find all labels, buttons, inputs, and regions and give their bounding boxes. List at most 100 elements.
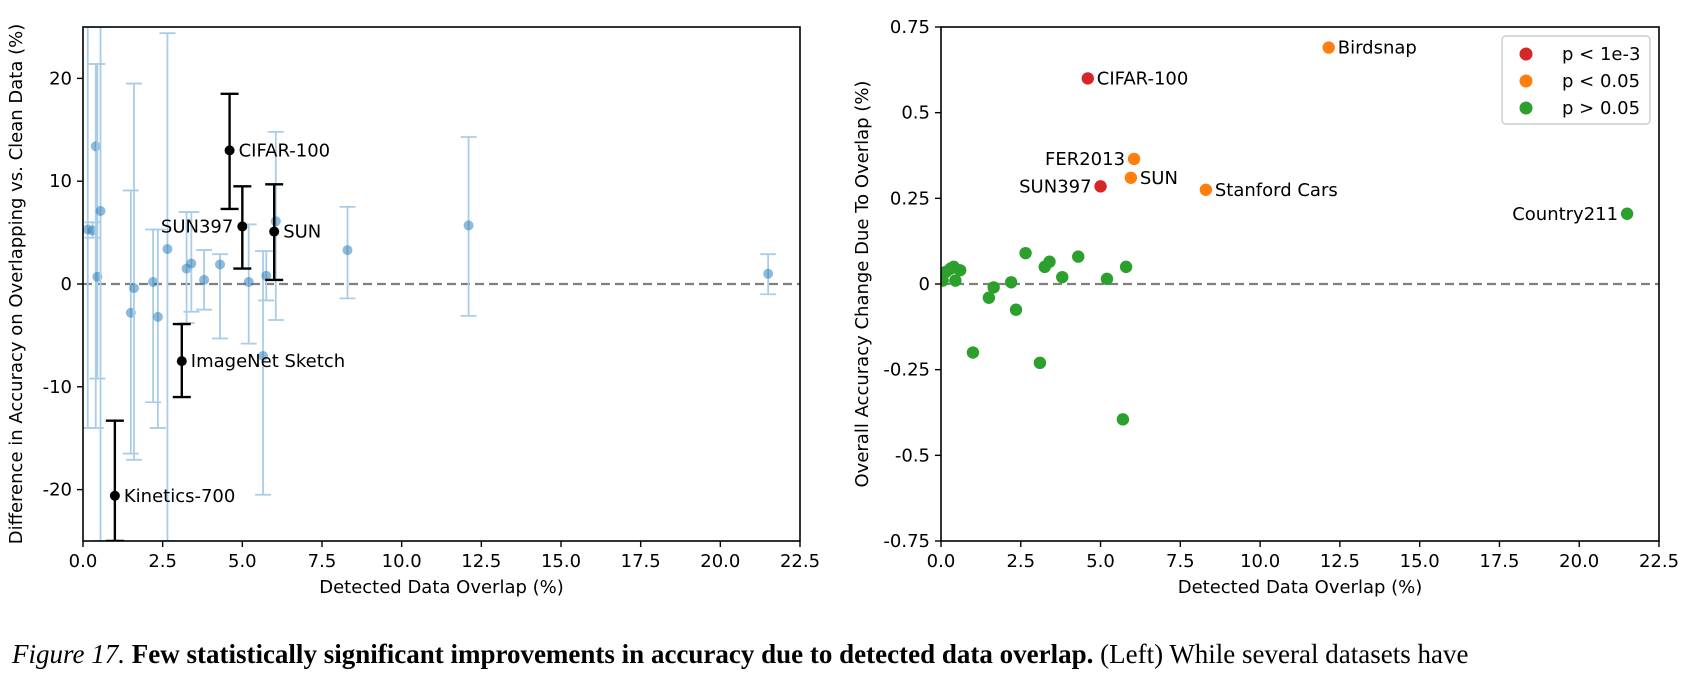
data-point (987, 281, 1000, 294)
data-point (128, 283, 139, 294)
x-tick-label: 12.5 (1320, 551, 1360, 572)
x-tick-label: 17.5 (621, 551, 661, 572)
data-point (237, 221, 248, 232)
legend-box (1501, 35, 1651, 125)
data-point (176, 356, 187, 367)
caption-label: Figure 17. (12, 639, 125, 669)
legend-label: p > 0.05 (1562, 98, 1640, 119)
data-point (261, 270, 272, 281)
y-tick-label: -0.25 (883, 360, 930, 381)
chart-panel-left: CIFAR-100 SUN397 SUN ImageNet Sketch Kinetic… (6, 24, 820, 598)
y-axis-title: Difference in Accuracy on Overlapping vs… (6, 24, 27, 545)
data-point (1019, 246, 1032, 260)
x-tick-label: 20.0 (1559, 551, 1599, 572)
x-tick-label: 22.5 (1639, 551, 1679, 572)
series-1 (1124, 41, 1335, 196)
data-point (243, 276, 254, 287)
legend: p < 1e-3 p < 0.05 p > 0.05 (1501, 35, 1651, 125)
y-tick-label: 0.5 (901, 103, 930, 124)
y-axis-title: Overall Accuracy Change Due To Overlap (… (852, 81, 873, 488)
data-point (763, 268, 774, 279)
legend-marker (1519, 74, 1533, 88)
x-tick-label: 7.5 (308, 551, 337, 572)
series-2 (941, 207, 1634, 426)
x-tick-label: 5.0 (228, 551, 257, 572)
data-point (109, 490, 120, 501)
legend-marker (1519, 47, 1533, 61)
figure: CIFAR-100 SUN397 SUN ImageNet Sketch Kinetic… (6, 17, 1679, 598)
data-point (215, 259, 226, 270)
data-point (1009, 303, 1023, 316)
x-axis-title: Detected Data Overlap (%) (1178, 577, 1423, 598)
y-tick-label: -10 (43, 377, 72, 398)
x-tick-label: 15.0 (541, 551, 581, 572)
x-tick-label: 15.0 (1400, 551, 1440, 572)
x-tick-label: 17.5 (1479, 551, 1519, 572)
data-point (186, 258, 197, 269)
caption-title: Few statistically significant improvemen… (131, 639, 1094, 669)
point-label: ImageNet Sketch (191, 351, 345, 372)
point-label: SUN (1140, 168, 1178, 189)
data-point (90, 141, 101, 152)
legend-label: p < 1e-3 (1562, 44, 1640, 65)
data-point (1100, 272, 1114, 286)
point-label: Stanford Cars (1215, 180, 1338, 201)
data-point (953, 264, 967, 277)
y-tick-label: 10 (49, 171, 72, 192)
y-tick-label: 0 (919, 274, 930, 295)
x-axis-title: Detected Data Overlap (%) (319, 577, 564, 598)
series-0 (83, 27, 777, 541)
data-point (1124, 171, 1138, 184)
data-point (949, 274, 962, 287)
y-tick-label: 0.25 (890, 188, 930, 209)
data-point (162, 244, 173, 255)
chart-panel-right: CIFAR-100 SUN397 Birdsnap FER2013 SUN Stanfor… (852, 17, 1679, 598)
y-tick-label: 20 (49, 68, 72, 89)
data-point (95, 206, 106, 217)
data-point (463, 220, 474, 231)
figure-caption: Figure 17. Few statistically significant… (12, 638, 1684, 670)
x-tick-label: 2.5 (1006, 551, 1035, 572)
point-label: Birdsnap (1338, 38, 1417, 59)
data-point (270, 216, 281, 227)
y-tick-label: -20 (43, 480, 72, 501)
data-point (1620, 207, 1634, 220)
data-point (258, 350, 269, 361)
caption-text: (Left) While several datasets have (1100, 639, 1469, 669)
point-label: FER2013 (1045, 149, 1125, 170)
y-tick-label: -0.75 (883, 531, 930, 552)
legend-marker (1519, 101, 1533, 115)
x-tick-label: 2.5 (148, 551, 177, 572)
y-tick-label: 0.75 (890, 17, 930, 38)
data-point (224, 145, 235, 156)
data-point (1127, 152, 1141, 166)
x-tick-label: 12.5 (461, 551, 501, 572)
data-point (1119, 260, 1133, 274)
data-point (1005, 276, 1018, 289)
x-tick-label: 10.0 (1240, 551, 1280, 572)
series-1 (105, 92, 284, 541)
x-tick-label: 7.5 (1166, 551, 1195, 572)
data-point (1072, 250, 1085, 263)
data-point (1033, 356, 1047, 370)
x-tick-label: 22.5 (780, 551, 820, 572)
plot-area (941, 41, 1659, 426)
legend-label: p < 0.05 (1562, 71, 1640, 92)
data-point (152, 311, 163, 322)
point-label: Kinetics-700 (124, 486, 235, 507)
point-label: SUN (283, 222, 321, 243)
y-tick-label: -0.5 (895, 445, 930, 466)
data-point (1116, 413, 1130, 426)
x-tick-label: 0.0 (927, 551, 956, 572)
data-point (966, 346, 980, 359)
x-tick-label: 20.0 (700, 551, 740, 572)
data-point (199, 274, 210, 285)
series-0 (1081, 72, 1107, 193)
point-label: SUN397 (1019, 176, 1091, 197)
point-label: Country211 (1512, 204, 1618, 225)
y-tick-label: 0 (61, 274, 72, 295)
data-point (1199, 183, 1213, 196)
x-tick-label: 0.0 (69, 551, 98, 572)
x-tick-label: 10.0 (382, 551, 422, 572)
data-point (1322, 41, 1335, 54)
